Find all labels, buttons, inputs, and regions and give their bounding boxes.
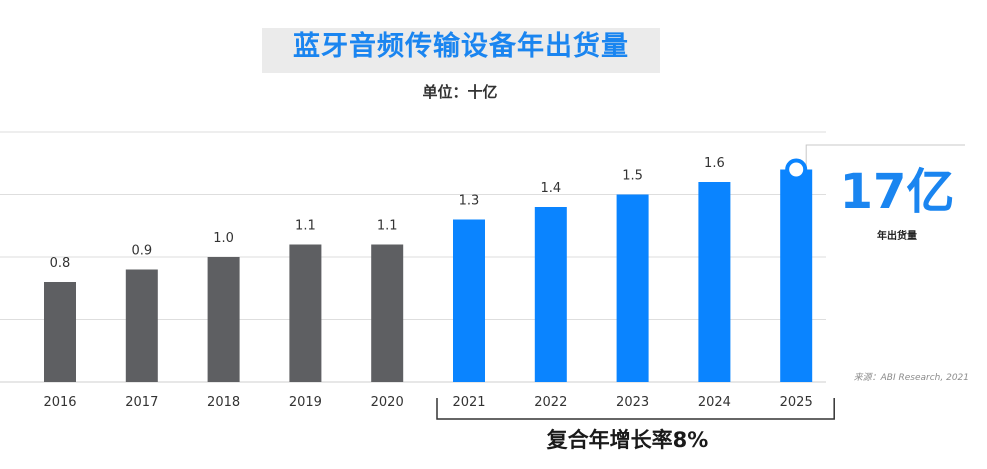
data-label: 1.3 [459, 194, 480, 209]
chart-title: 蓝牙音频传输设备年出货量 [293, 31, 629, 62]
data-label: 0.8 [50, 256, 71, 271]
bar-2025 [780, 169, 813, 382]
bar-2018 [207, 257, 240, 382]
x-tick-label: 2019 [289, 395, 322, 410]
cagr-label: 复合年增长率8% [546, 428, 709, 452]
bar-2023 [616, 194, 649, 382]
highlight-label: 年出货量 [877, 231, 917, 242]
data-label: 1.4 [540, 181, 561, 196]
highlight-value: 17亿 [839, 164, 955, 220]
x-tick-label: 2022 [534, 395, 567, 410]
x-tick-label: 2024 [698, 395, 731, 410]
data-label: 1.1 [377, 219, 398, 234]
x-tick-label: 2017 [125, 395, 158, 410]
bar-2016 [44, 282, 76, 382]
annotation-leader-line [805, 144, 965, 170]
data-label: 1.6 [704, 156, 725, 171]
bar-2019 [289, 244, 322, 382]
x-tick-label: 2018 [207, 395, 240, 410]
data-label: 1.1 [295, 219, 316, 234]
data-label: 0.9 [131, 244, 152, 259]
bar-2021 [453, 219, 485, 382]
highlight-marker [785, 158, 808, 181]
forecast-bracket [436, 398, 835, 420]
x-tick-label: 2016 [43, 395, 76, 410]
source-note: 来源：ABI Research, 2021 [853, 373, 969, 383]
bar-2017 [125, 269, 158, 382]
x-tick-label: 2023 [616, 395, 649, 410]
data-label: 1.5 [622, 169, 643, 184]
x-tick-label: 2025 [780, 395, 813, 410]
title-backdrop [262, 28, 660, 73]
x-tick-label: 2020 [371, 395, 404, 410]
chart-subtitle: 单位：十亿 [422, 83, 498, 101]
bar-2024 [698, 182, 731, 382]
bar-2020 [371, 244, 404, 382]
bar-2022 [534, 207, 567, 382]
data-label: 1.0 [213, 231, 234, 246]
x-tick-label: 2021 [452, 395, 485, 410]
